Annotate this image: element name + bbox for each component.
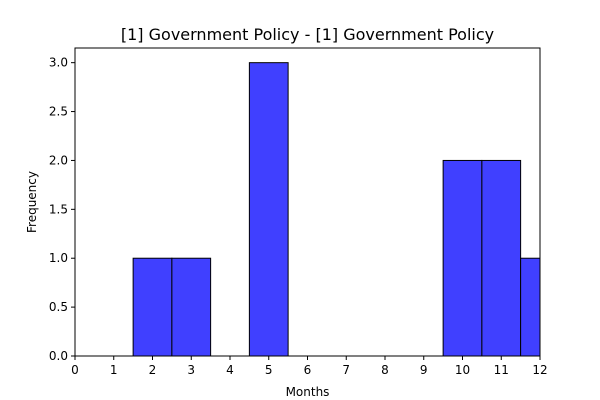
x-axis: 0 1 2 3 4 5 6 7 8 9 10 11 12 [71, 356, 548, 377]
x-tick-label: 12 [532, 363, 547, 377]
x-tick-label: 1 [110, 363, 118, 377]
x-tick-label: 6 [304, 363, 312, 377]
x-tick-label: 10 [455, 363, 470, 377]
y-tick-label: 1.5 [49, 202, 68, 216]
x-tick-label: 11 [494, 363, 509, 377]
bars-group [132, 62, 540, 356]
histogram-bar [171, 257, 212, 356]
y-tick-label: 0.5 [49, 300, 68, 314]
y-axis-label: Frequency [25, 171, 39, 233]
x-tick-label: 2 [149, 363, 157, 377]
chart-title: [1] Government Policy - [1] Government P… [121, 25, 494, 44]
x-tick-label: 5 [265, 363, 273, 377]
x-tick-label: 0 [71, 363, 79, 377]
histogram-bar [132, 257, 173, 356]
x-tick-label: 9 [420, 363, 428, 377]
y-tick-label: 2.5 [49, 105, 68, 119]
x-tick-label: 4 [226, 363, 234, 377]
histogram-bar [248, 62, 289, 356]
y-tick-label: 0.0 [49, 349, 68, 363]
histogram-bar [442, 159, 483, 356]
x-axis-label: Months [286, 385, 330, 399]
y-tick-label: 3.0 [49, 56, 68, 70]
x-tick-label: 8 [381, 363, 389, 377]
x-tick-label: 3 [187, 363, 195, 377]
histogram-bar [481, 159, 522, 356]
y-axis: 0.0 0.5 1.0 1.5 2.0 2.5 3.0 [49, 56, 75, 363]
y-tick-label: 2.0 [49, 153, 68, 167]
y-tick-label: 1.0 [49, 251, 68, 265]
histogram-bar [520, 257, 540, 356]
x-tick-label: 7 [342, 363, 350, 377]
